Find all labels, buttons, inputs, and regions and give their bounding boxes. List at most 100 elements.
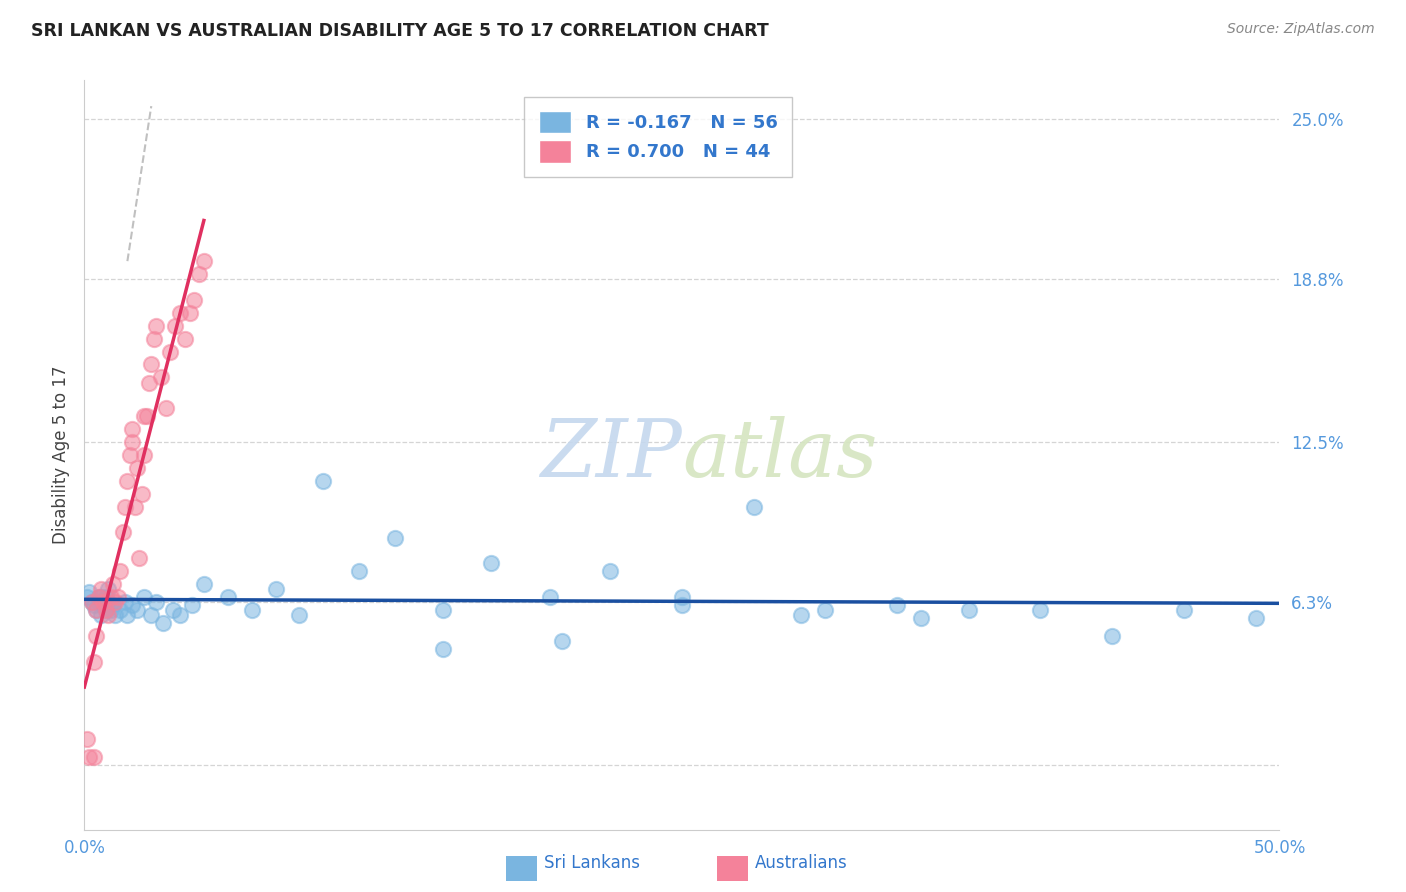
Point	[117, 608, 139, 623]
Point	[432, 603, 454, 617]
Point	[165, 318, 187, 333]
Text: Source: ZipAtlas.com: Source: ZipAtlas.com	[1227, 22, 1375, 37]
Point	[100, 603, 122, 617]
Point	[114, 500, 136, 514]
Point	[141, 608, 163, 623]
Point	[80, 595, 103, 609]
Point	[87, 595, 110, 609]
Point	[76, 590, 98, 604]
Legend: R = -0.167   N = 56, R = 0.700   N = 44: R = -0.167 N = 56, R = 0.700 N = 44	[524, 97, 792, 177]
Point	[790, 608, 813, 623]
Point	[1173, 603, 1195, 617]
Point	[1029, 603, 1052, 617]
Point	[90, 608, 112, 623]
Point	[90, 582, 112, 597]
Point	[118, 448, 141, 462]
Point	[145, 595, 167, 609]
Point	[742, 500, 765, 514]
Point	[183, 293, 205, 307]
Point	[132, 590, 156, 604]
Point	[671, 590, 693, 604]
Point	[110, 603, 132, 617]
Point	[121, 422, 143, 436]
Point	[97, 595, 120, 609]
Point	[169, 306, 191, 320]
Point	[814, 603, 837, 617]
Point	[138, 376, 160, 390]
Point	[94, 603, 117, 617]
Point	[104, 608, 127, 623]
Point	[132, 448, 156, 462]
Point	[886, 598, 908, 612]
Point	[87, 590, 110, 604]
Point	[121, 598, 143, 612]
Point	[111, 525, 134, 540]
Point	[135, 409, 157, 424]
Point	[349, 564, 371, 578]
Point	[162, 603, 184, 617]
Point	[125, 460, 148, 475]
Point	[100, 590, 122, 604]
Point	[599, 564, 621, 578]
Point	[86, 603, 108, 617]
Point	[117, 474, 139, 488]
Point	[97, 582, 120, 597]
Point	[288, 608, 311, 623]
Point	[173, 332, 195, 346]
Point	[94, 590, 117, 604]
Point	[101, 598, 124, 612]
Point	[159, 344, 181, 359]
Point	[114, 595, 136, 609]
Point	[83, 655, 105, 669]
Text: SRI LANKAN VS AUSTRALIAN DISABILITY AGE 5 TO 17 CORRELATION CHART: SRI LANKAN VS AUSTRALIAN DISABILITY AGE …	[31, 22, 769, 40]
Point	[101, 577, 124, 591]
Point	[83, 598, 105, 612]
Point	[181, 598, 204, 612]
Point	[107, 590, 129, 604]
Point	[540, 590, 562, 604]
Point	[1244, 610, 1267, 624]
Point	[217, 590, 239, 604]
Text: Sri Lankans: Sri Lankans	[544, 855, 640, 872]
Point	[671, 598, 693, 612]
Text: ZIP: ZIP	[540, 417, 682, 493]
Point	[312, 474, 335, 488]
Point	[179, 306, 201, 320]
Point	[125, 603, 148, 617]
Point	[551, 634, 574, 648]
Text: atlas: atlas	[682, 417, 877, 493]
Point	[87, 590, 110, 604]
Text: Australians: Australians	[755, 855, 848, 872]
Point	[479, 557, 502, 571]
Point	[910, 610, 932, 624]
Point	[121, 435, 143, 450]
Point	[97, 608, 120, 623]
Point	[141, 358, 163, 372]
Point	[128, 551, 150, 566]
Point	[77, 585, 100, 599]
Y-axis label: Disability Age 5 to 17: Disability Age 5 to 17	[52, 366, 70, 544]
Point	[193, 254, 215, 268]
Point	[76, 732, 98, 747]
Point	[957, 603, 980, 617]
Point	[94, 603, 117, 617]
Point	[155, 401, 177, 416]
Point	[124, 500, 146, 514]
Point	[193, 577, 215, 591]
Point	[93, 592, 115, 607]
Point	[1101, 629, 1123, 643]
Point	[77, 750, 100, 764]
Point	[90, 590, 112, 604]
Point	[93, 598, 115, 612]
Point	[264, 582, 287, 597]
Point	[152, 615, 174, 630]
Point	[104, 595, 127, 609]
Point	[149, 370, 172, 384]
Point	[169, 608, 191, 623]
Point	[80, 595, 103, 609]
Point	[86, 629, 108, 643]
Point	[142, 332, 165, 346]
Point	[240, 603, 263, 617]
Point	[86, 603, 108, 617]
Point	[132, 409, 156, 424]
